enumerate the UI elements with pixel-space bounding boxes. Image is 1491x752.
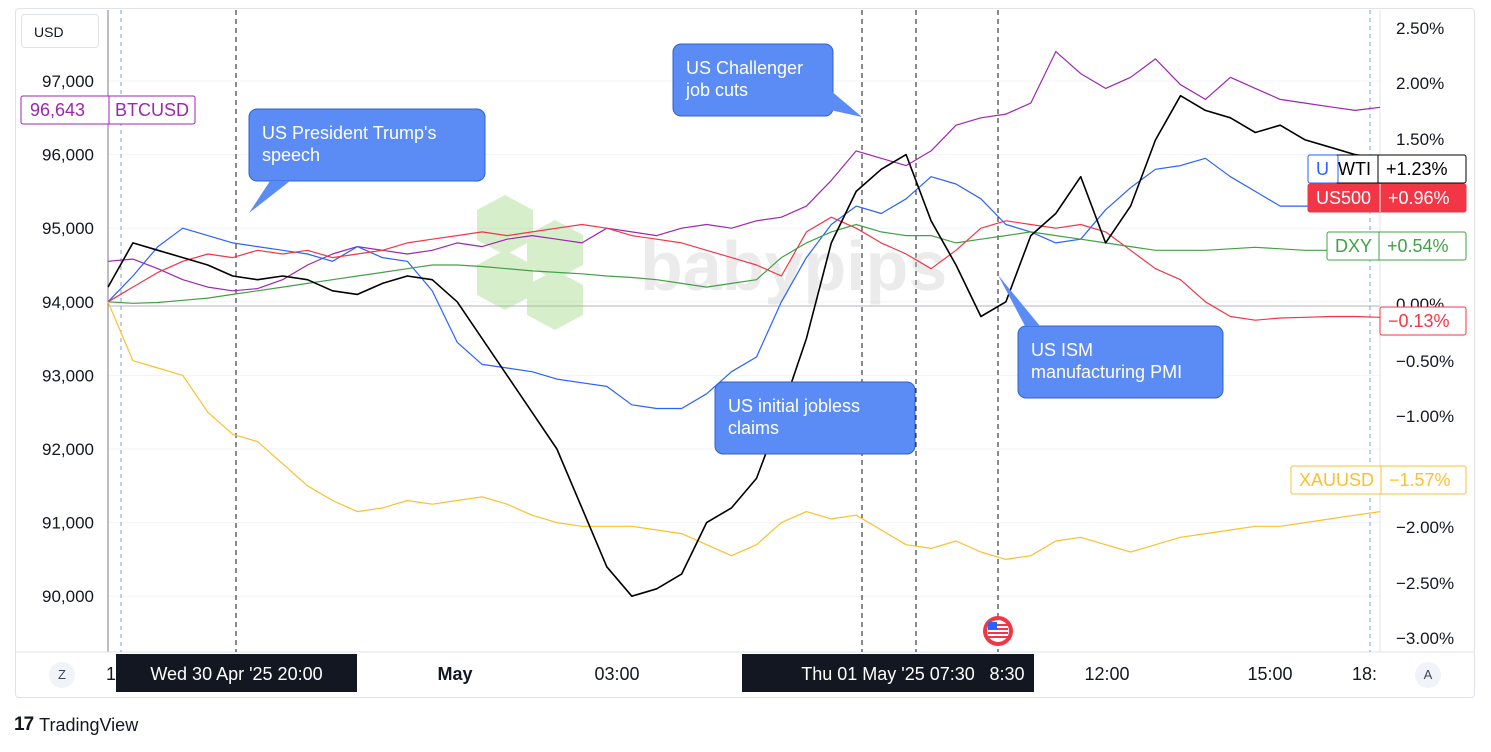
crosshair-label-bg [116, 654, 357, 692]
price-label-value: −0.13% [1379, 306, 1467, 336]
price-label-box [1290, 465, 1467, 495]
price-label-name: DXY [1335, 236, 1372, 256]
time-axis-tick-partial: 18: [1352, 664, 1377, 684]
flag-canton [988, 622, 997, 630]
us-flag-event-icon [983, 616, 1013, 646]
left-axis-tick: 90,000 [42, 587, 94, 606]
right-axis-tick: −3.00% [1396, 629, 1454, 648]
crosshair-label-text: Thu 01 May '25 07:30 [801, 664, 975, 684]
price-label-box [1326, 231, 1467, 261]
watermark-hexagon [477, 195, 533, 255]
time-axis-tick: May [437, 664, 472, 684]
callout-text: job cuts [685, 80, 748, 100]
callout-bubble [714, 381, 916, 455]
price-label-box [1379, 306, 1467, 336]
watermark-text: babypips [640, 227, 947, 305]
time-axis-tick: 15:00 [1247, 664, 1292, 684]
price-label-value: −1.57% [1389, 470, 1451, 490]
crosshair-time-label: 8:30 [980, 654, 1034, 692]
callout-text: claims [728, 418, 779, 438]
flag-stripe [988, 628, 1008, 630]
series-line-eth [107, 157, 1380, 410]
price-label-value: 96,643 [30, 100, 85, 120]
price-label-name: XAUUSD [1299, 470, 1374, 490]
callout-text: US Challenger [686, 58, 803, 78]
callout-pointer [249, 181, 290, 213]
callout-pointer [830, 90, 862, 117]
right-axis-tick: −2.50% [1396, 574, 1454, 593]
time-axis-tick: 03:00 [594, 664, 639, 684]
chart-frame [15, 8, 1475, 698]
left-axis-tick: 91,000 [42, 514, 94, 533]
price-label-value: +1.23% [1386, 159, 1448, 179]
callout-text: manufacturing PMI [1031, 362, 1182, 382]
price-label-dxy: DXY +0.54% [1326, 231, 1467, 261]
right-axis-tick: −1.00% [1396, 407, 1454, 426]
scroll-left-button[interactable]: Z [49, 662, 75, 688]
callout-pointer [905, 397, 916, 420]
crosshair-time-label: Wed 30 Apr '25 20:00 [116, 654, 357, 692]
callout-bubble [248, 108, 486, 182]
right-axis-tick: 1.50% [1396, 130, 1444, 149]
price-label-box [1307, 183, 1467, 213]
price-label-wti: WTI +1.23% [1329, 154, 1467, 184]
series-line-wti [107, 94, 1381, 598]
crosshair-label-text: 8:30 [989, 664, 1024, 684]
callout-bubble [672, 43, 834, 117]
price-label-name: US500 [1316, 188, 1371, 208]
price-label-xauusd: XAUUSD −1.57% [1290, 465, 1467, 495]
price-label-box [20, 95, 196, 125]
right-axis-tick: 2.00% [1396, 74, 1444, 93]
left-axis-tick: 94,000 [42, 293, 94, 312]
watermark-hexagon [527, 270, 583, 330]
price-label-name: U [1316, 159, 1329, 179]
crosshair-label-text: Wed 30 Apr '25 20:00 [150, 664, 322, 684]
price-label-name: WTI [1338, 159, 1371, 179]
footer-brand: TradingView [39, 714, 139, 735]
series-line-dxy [107, 223, 1380, 304]
price-label-btcusd: 96,643 BTCUSD [20, 95, 196, 125]
watermark-hexagon [477, 250, 533, 310]
auto-scale-button[interactable]: A [1415, 662, 1441, 688]
callout-text: US President Trump's [262, 123, 437, 143]
left-axis-tick: 97,000 [42, 72, 94, 91]
callout-pointer [998, 275, 1040, 326]
callout-bubble [1017, 325, 1224, 399]
series-line-us500 [107, 216, 1381, 321]
currency-button[interactable]: USD [21, 14, 99, 48]
price-label-value: +0.96% [1388, 188, 1450, 208]
series-line-btcusd [107, 50, 1381, 292]
price-label-us500: US500 +0.96% [1307, 183, 1467, 213]
tradingview-logo[interactable]: 17 TradingView [14, 714, 138, 736]
callout-text: US ISM [1031, 340, 1093, 360]
watermark: babypips [477, 195, 947, 330]
price-label-box [1307, 154, 1339, 184]
time-axis-tick: 12:00 [1084, 664, 1129, 684]
flag-stripe [988, 636, 1008, 638]
flag-stripe [988, 624, 1008, 626]
right-axis-tick: −2.00% [1396, 518, 1454, 537]
left-axis-tick: 96,000 [42, 146, 94, 165]
watermark-hexagon [527, 220, 583, 280]
left-axis-tick: 92,000 [42, 440, 94, 459]
right-axis-tick: −0.50% [1396, 352, 1454, 371]
left-axis-tick: 93,000 [42, 366, 94, 385]
crosshair-label-bg [980, 654, 1034, 692]
price-label-value: +0.54% [1387, 236, 1449, 256]
series-line-xauusd [107, 301, 1381, 561]
callout-text: speech [262, 145, 320, 165]
right-axis-tick: 2.50% [1396, 19, 1444, 38]
price-label-value: −0.13% [1388, 311, 1450, 331]
tradingview-mark-icon: 17 [14, 714, 34, 735]
price-label-name: BTCUSD [115, 100, 189, 120]
flag-stripe [988, 632, 1008, 634]
price-label-u: U [1307, 154, 1339, 184]
left-axis-tick: 95,000 [42, 219, 94, 238]
callout-text: US initial jobless [728, 396, 860, 416]
